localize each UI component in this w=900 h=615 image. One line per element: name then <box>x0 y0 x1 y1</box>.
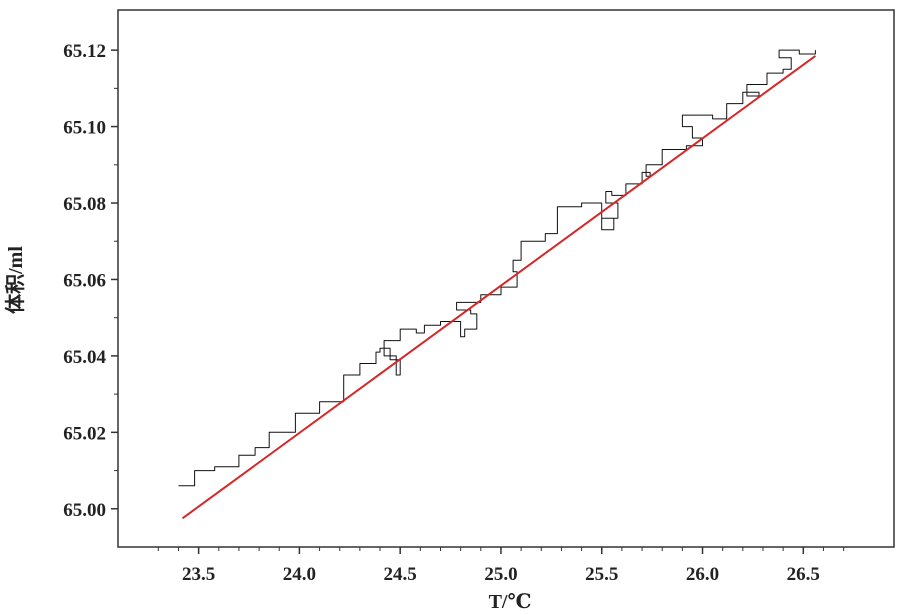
x-axis-ticks: 23.5 24.0 24.5 25.0 25.5 26.0 26.5 <box>157 547 845 585</box>
x-axis-title: T/℃ <box>489 591 532 613</box>
series-layer <box>178 49 816 520</box>
y-tick-label: 65.02 <box>63 423 106 444</box>
y-tick-label: 65.10 <box>63 118 106 139</box>
y-tick-label: 65.08 <box>63 194 106 215</box>
x-tick-label: 25.0 <box>484 564 517 585</box>
x-tick-label: 24.0 <box>283 564 316 585</box>
y-tick-label: 65.06 <box>63 270 106 291</box>
x-tick-label: 26.5 <box>787 564 820 585</box>
x-tick-label: 25.5 <box>585 564 618 585</box>
y-axis-ticks: 65.00 65.02 65.04 65.06 65.08 65.10 65.12 <box>63 41 118 521</box>
plot-frame <box>117 9 895 548</box>
y-axis-title: 体积/ml <box>3 246 27 314</box>
fit-line <box>181 55 816 520</box>
y-tick-label: 65.12 <box>63 41 106 62</box>
x-tick-label: 24.5 <box>384 564 417 585</box>
measured-line <box>178 49 816 487</box>
x-tick-label: 23.5 <box>182 564 215 585</box>
y-tick-label: 65.04 <box>63 347 106 368</box>
y-tick-label: 65.00 <box>63 500 106 521</box>
x-tick-label: 26.0 <box>686 564 719 585</box>
